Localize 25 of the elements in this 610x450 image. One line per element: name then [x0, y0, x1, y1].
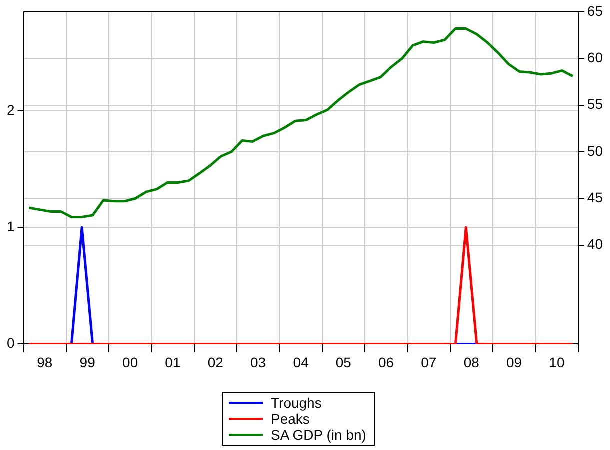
- y-tick-label: 0: [6, 335, 15, 352]
- x-tick-label: 00: [122, 354, 138, 370]
- y2-tick-label: 40: [587, 236, 604, 252]
- x-tick-label: 98: [37, 354, 53, 370]
- y2-tick-label: 45: [587, 189, 604, 206]
- x-tick-label: 09: [506, 354, 522, 370]
- y-tick-label: 2: [6, 102, 15, 118]
- x-tick-label: 08: [464, 354, 480, 370]
- y2-tick-label: 65: [587, 2, 604, 19]
- x-tick-label: 05: [336, 354, 352, 370]
- x-tick-label: 07: [421, 354, 437, 370]
- y2-tick-label: 50: [587, 142, 604, 159]
- x-tick-label: 04: [293, 354, 309, 370]
- legend-label: Peaks: [271, 411, 310, 427]
- y2-tick-label: 55: [587, 96, 604, 112]
- x-tick-label: 01: [165, 354, 181, 370]
- y-tick-label: 1: [6, 218, 15, 234]
- legend-label: Troughs: [271, 395, 322, 411]
- y2-tick-label: 60: [587, 50, 604, 66]
- x-tick-label: 02: [208, 354, 224, 370]
- x-tick-label: 03: [250, 354, 266, 370]
- legend-label: SA GDP (in bn): [271, 427, 366, 443]
- x-tick-label: 10: [549, 354, 565, 370]
- x-tick-label: 99: [80, 354, 96, 370]
- x-tick-label: 06: [378, 354, 394, 370]
